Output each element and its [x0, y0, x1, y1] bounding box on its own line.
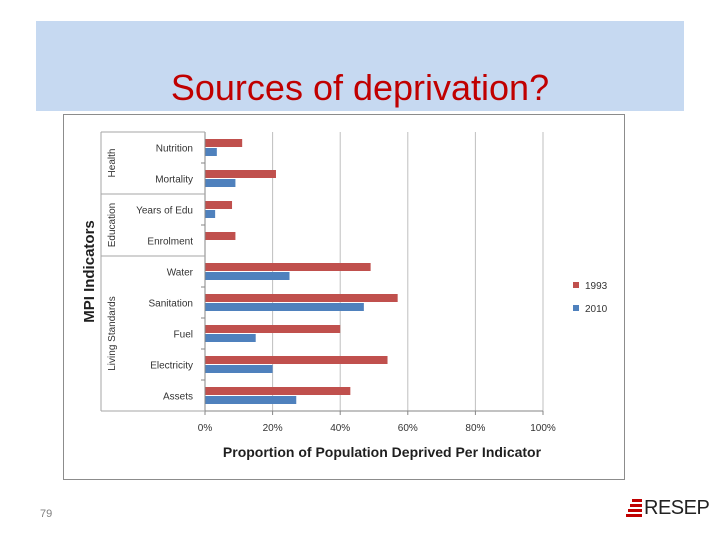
category-label: Assets [163, 392, 193, 403]
x-tick-label: 100% [530, 423, 556, 434]
x-tick-label: 60% [398, 423, 418, 434]
legend-label-1993: 1993 [585, 281, 608, 292]
x-tick-label: 40% [330, 423, 350, 434]
bar-2010-fuel [205, 334, 256, 342]
bar-1993-mortality [205, 170, 276, 178]
group-label: Education [107, 203, 118, 247]
group-label: Health [107, 149, 118, 178]
x-tick-label: 0% [198, 423, 213, 434]
bar-1993-assets [205, 387, 351, 395]
bar-2010-assets [205, 396, 297, 404]
bar-1993-enrolment [205, 232, 236, 240]
bar-1993-electricity [205, 356, 388, 364]
bar-1993-fuel [205, 325, 341, 333]
group-label: Living Standards [107, 296, 118, 371]
category-label: Enrolment [147, 237, 193, 248]
bar-2010-sanitation [205, 303, 364, 311]
bar-2010-years-of-edu [205, 210, 216, 218]
bar-2010-electricity [205, 365, 273, 373]
x-axis-title: Proportion of Population Deprived Per In… [223, 444, 542, 460]
category-label: Fuel [174, 330, 193, 341]
category-label: Years of Edu [136, 206, 193, 217]
bar-1993-water [205, 263, 371, 271]
slide-number: 79 [40, 508, 53, 520]
category-label: Nutrition [156, 144, 193, 155]
bar-1993-nutrition [205, 139, 243, 147]
bar-2010-nutrition [205, 148, 217, 156]
category-label: Mortality [155, 175, 193, 186]
logo-bars-icon [626, 499, 642, 517]
x-tick-label: 20% [263, 423, 283, 434]
logo-text: RESEP [644, 497, 710, 519]
legend-label-2010: 2010 [585, 304, 608, 315]
category-label: Sanitation [149, 299, 193, 310]
deprivation-bar-chart: 0% 20% 40% 60% 80% 100% Nutrition Mortality Year… [81, 131, 608, 460]
bar-1993-sanitation [205, 294, 398, 302]
title-band: Sources of deprivation? [36, 21, 684, 111]
slide-title: Sources of deprivation? [170, 67, 550, 108]
resep-logo: RESEP [622, 497, 710, 527]
bar-2010-water [205, 272, 290, 280]
bar-2010-mortality [205, 179, 236, 187]
x-tick-label: 80% [465, 423, 485, 434]
legend-swatch-1993 [573, 282, 579, 288]
legend-swatch-2010 [573, 305, 579, 311]
category-label: Electricity [150, 361, 193, 372]
category-label: Water [167, 268, 194, 279]
y-axis-title: MPI Indicators [81, 220, 98, 323]
bar-1993-years-of-edu [205, 201, 233, 209]
